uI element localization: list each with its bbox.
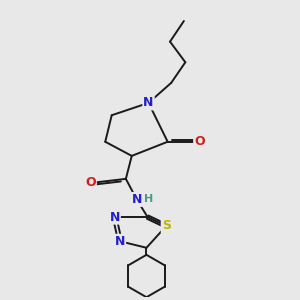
Text: N: N xyxy=(143,96,154,110)
Text: N: N xyxy=(132,193,142,206)
Text: O: O xyxy=(194,135,205,148)
Text: N: N xyxy=(110,211,120,224)
Text: H: H xyxy=(144,194,153,204)
Text: S: S xyxy=(162,220,171,232)
Text: N: N xyxy=(115,235,125,248)
Text: O: O xyxy=(85,176,96,190)
